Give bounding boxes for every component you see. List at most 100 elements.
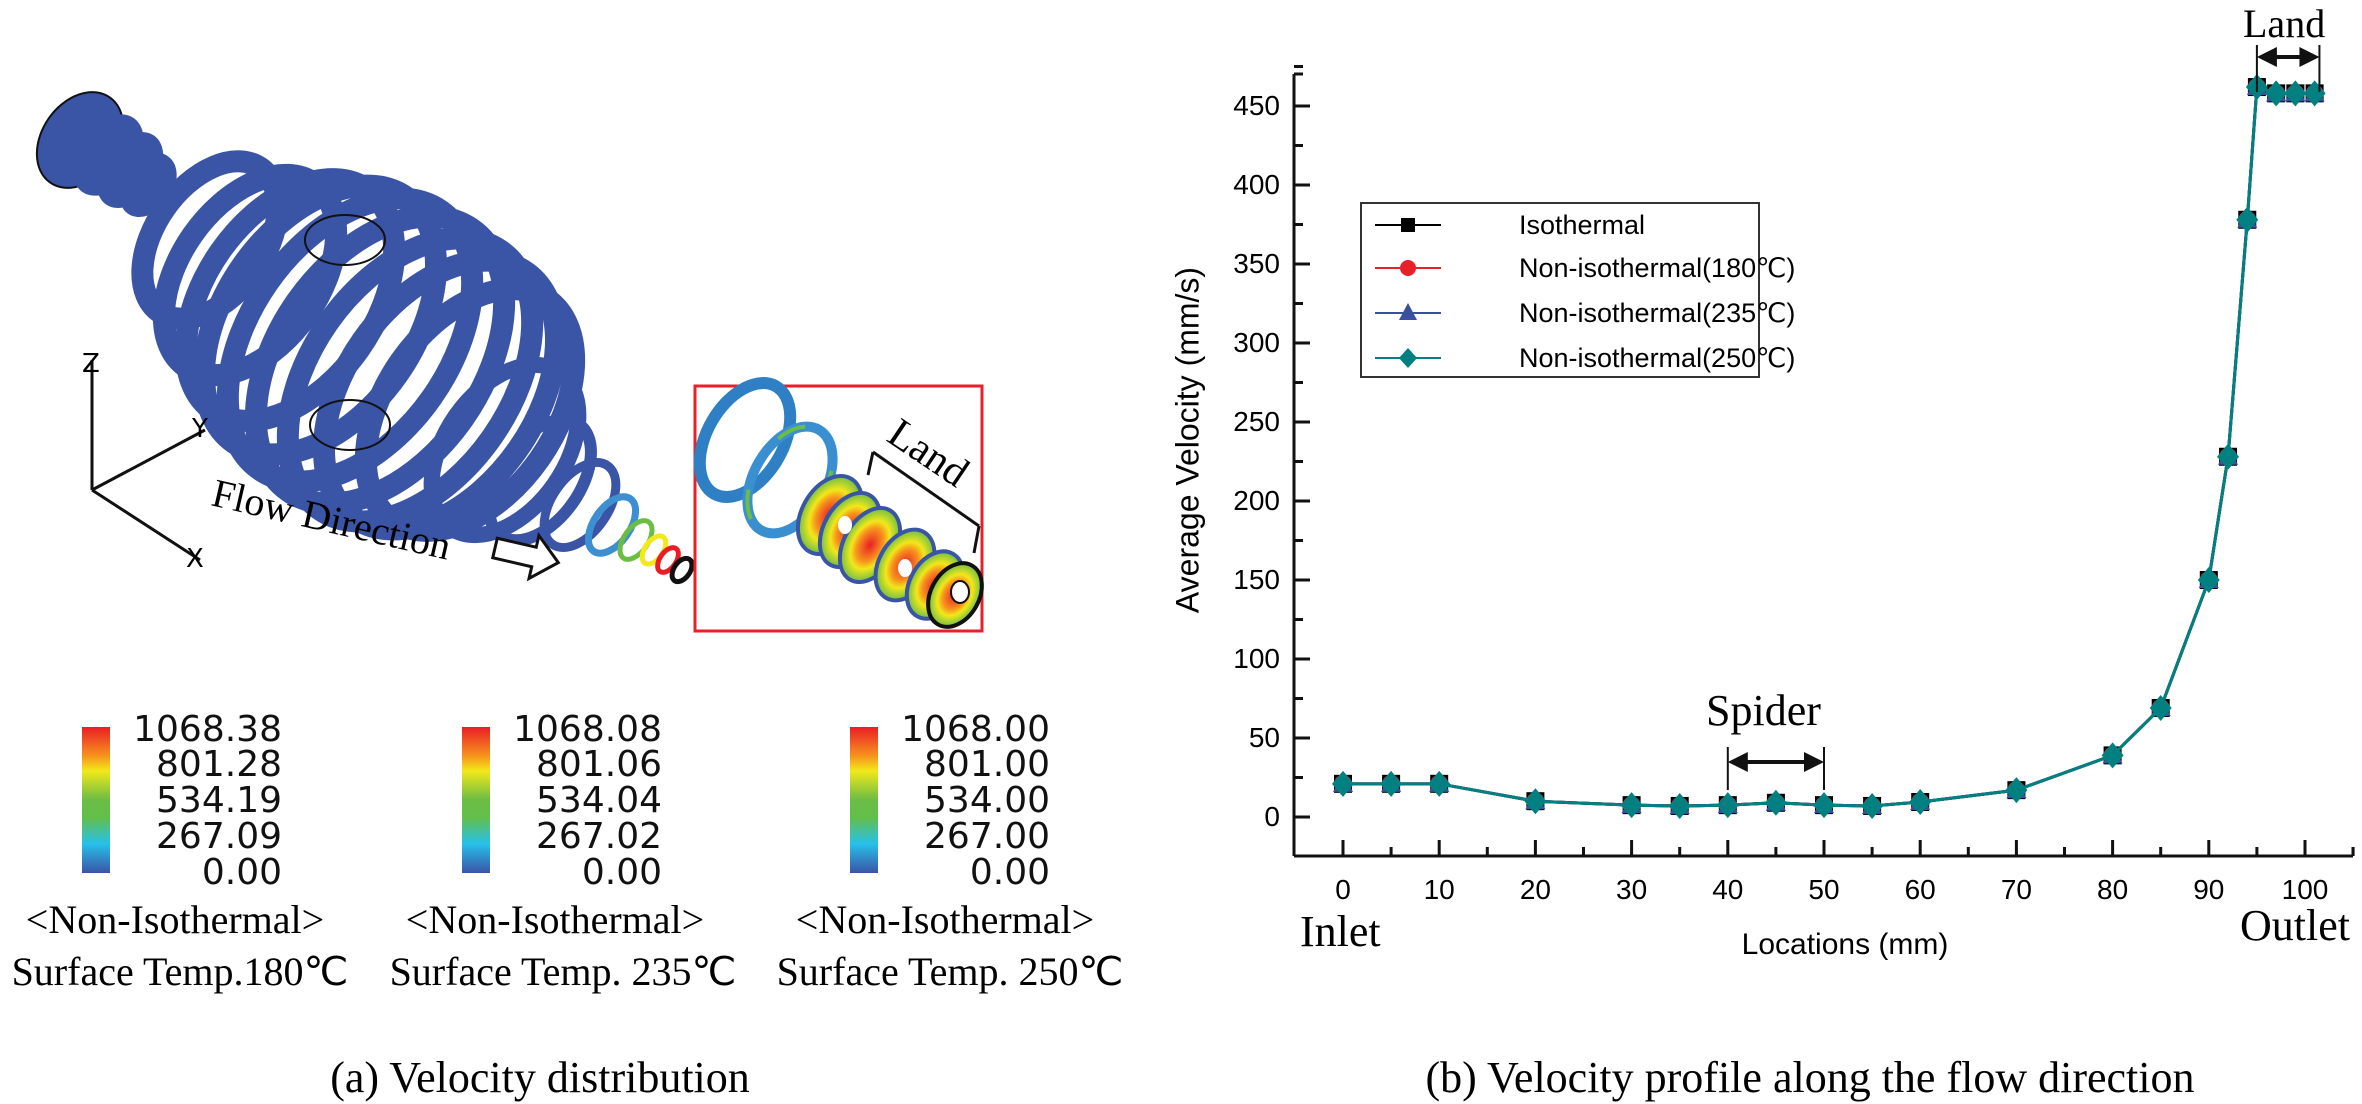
- chart-series: [1332, 74, 2326, 819]
- y-tick-label: 150: [1233, 564, 1280, 595]
- colorbar-tick-label: 534.00: [924, 780, 1050, 821]
- legend-label: Isothermal: [1519, 209, 1646, 240]
- colorbar-tick-label: 534.04: [536, 780, 662, 821]
- land-annotation-label: Land: [2243, 1, 2326, 46]
- colorbar-min-label: 0.00: [581, 852, 662, 893]
- series-line: [1343, 85, 2315, 808]
- x-tick-label: 90: [2193, 874, 2225, 905]
- colorbar-tick-label: 267.02: [536, 816, 662, 857]
- colorbar-tick-label: 534.19: [156, 780, 282, 821]
- panel-b-caption: (b) Velocity profile along the flow dire…: [1425, 1053, 2195, 1102]
- arrow-right-icon: [2299, 47, 2320, 67]
- legend-item-250: Non-isothermal(250℃): [1375, 338, 1795, 378]
- colorbar-caption-line1: <Non-Isothermal>: [25, 897, 325, 942]
- y-tick-label: 300: [1233, 327, 1280, 358]
- land-range-arrow: [2255, 45, 2321, 92]
- data-point: [2303, 80, 2326, 107]
- legend-label: Non-isothermal(250℃): [1519, 342, 1796, 373]
- chart-annotations: [1726, 45, 2321, 790]
- colorbar-max-label: 1068.08: [513, 709, 662, 750]
- x-axis-label: Locations (mm): [1741, 928, 1949, 961]
- colorbar-caption-line2: Surface Temp. 250℃: [776, 949, 1124, 994]
- arrow-left-icon: [2256, 47, 2277, 67]
- arrow-left-icon: [1727, 752, 1748, 772]
- data-point: [2217, 443, 2240, 470]
- colorbar-min-label: 0.00: [201, 852, 282, 893]
- spider-annotation-label: Spider: [1706, 686, 1821, 735]
- axis-y-label: Y: [191, 414, 208, 444]
- colorbar-caption-line2: Surface Temp.180℃: [11, 949, 349, 994]
- data-point: [1620, 792, 1643, 819]
- colorbar-tick-label: 801.00: [924, 744, 1050, 785]
- inset-land-bracket: [866, 450, 981, 554]
- velocity-distribution-3d-view: Z Y X Flow Direction L: [35, 91, 984, 633]
- y-tick-label: 200: [1233, 485, 1280, 516]
- x-tick-label: 70: [2000, 874, 2032, 905]
- colorbar-tick-label: 801.06: [536, 744, 662, 785]
- y-tick-label: 350: [1233, 248, 1280, 279]
- data-point: [1909, 788, 1932, 815]
- data-point: [2005, 777, 2028, 804]
- data-point: [1668, 792, 1691, 819]
- x-tick-label: 60: [1904, 874, 1936, 905]
- data-point: [1428, 770, 1451, 797]
- data-point: [1380, 770, 1403, 797]
- y-tick-label: 50: [1248, 722, 1280, 753]
- colorbar-tick-label: 267.09: [156, 816, 282, 857]
- inlet-channel: [35, 91, 177, 218]
- data-point: [1764, 789, 1787, 816]
- data-point: [2284, 80, 2307, 107]
- data-point: [1332, 770, 1354, 797]
- y-tick-label: 450: [1233, 90, 1280, 121]
- colorbar-tick-label: 267.00: [924, 816, 1050, 857]
- legend-item-235: Non-isothermal(235℃): [1375, 293, 1795, 333]
- triangle-marker-icon: [1375, 303, 1441, 320]
- y-tick-label: 250: [1233, 406, 1280, 437]
- distributor-rings: [131, 150, 586, 542]
- x-tick-label: 50: [1808, 874, 1840, 905]
- spider-outlines: [304, 214, 391, 451]
- data-point: [2236, 206, 2259, 233]
- x-tick-label: 30: [1616, 874, 1648, 905]
- series-1: [1334, 78, 2324, 815]
- legend-item-180: Non-isothermal(180℃): [1375, 248, 1795, 288]
- data-point: [1524, 788, 1547, 815]
- axes-triad: [90, 360, 206, 562]
- x-tick-label: 10: [1423, 874, 1455, 905]
- series-2: [1333, 76, 2325, 814]
- series-3: [1332, 74, 2326, 819]
- y-tick-label: 100: [1233, 643, 1280, 674]
- data-point: [2265, 80, 2288, 107]
- chart-axes: [1292, 72, 2355, 858]
- series-line: [1343, 85, 2315, 808]
- x-tick-label: 0: [1335, 874, 1351, 905]
- legend-item-isothermal: Isothermal: [1375, 205, 1645, 245]
- chart-ticks: [1294, 65, 2355, 856]
- converging-rings: [423, 356, 695, 585]
- x-tick-label: 100: [2281, 874, 2329, 905]
- axis-x-label: X: [186, 544, 204, 574]
- data-point: [2101, 742, 2124, 769]
- colorbar: [462, 727, 490, 873]
- panel-a-caption: (a) Velocity distribution: [330, 1053, 750, 1102]
- inset-rings: [693, 377, 984, 629]
- circle-marker-icon: [1375, 260, 1441, 276]
- colorbar: [82, 727, 110, 873]
- x-tick-label: 80: [2097, 874, 2129, 905]
- colorbar-tick-label: 801.28: [156, 744, 282, 785]
- colorbar-caption-line2: Surface Temp. 235℃: [389, 949, 737, 994]
- legend-label: Non-isothermal(180℃): [1519, 252, 1796, 283]
- zoom-inset-box: [693, 384, 984, 633]
- y-axis-label: Average Velocity (mm/s): [1169, 266, 1206, 614]
- data-point: [1716, 792, 1739, 819]
- outlet-label: Outlet: [2240, 901, 2350, 950]
- series-line: [1343, 85, 2315, 808]
- colorbar-caption-line1: <Non-Isothermal>: [795, 897, 1095, 942]
- colorbar: [850, 727, 878, 873]
- diamond-marker-icon: [1375, 348, 1441, 368]
- colorbar-caption-line1: <Non-Isothermal>: [405, 897, 705, 942]
- spider-range-arrow: [1726, 747, 1825, 790]
- chart-legend: [1360, 202, 1760, 378]
- axis-z-label: Z: [82, 349, 100, 379]
